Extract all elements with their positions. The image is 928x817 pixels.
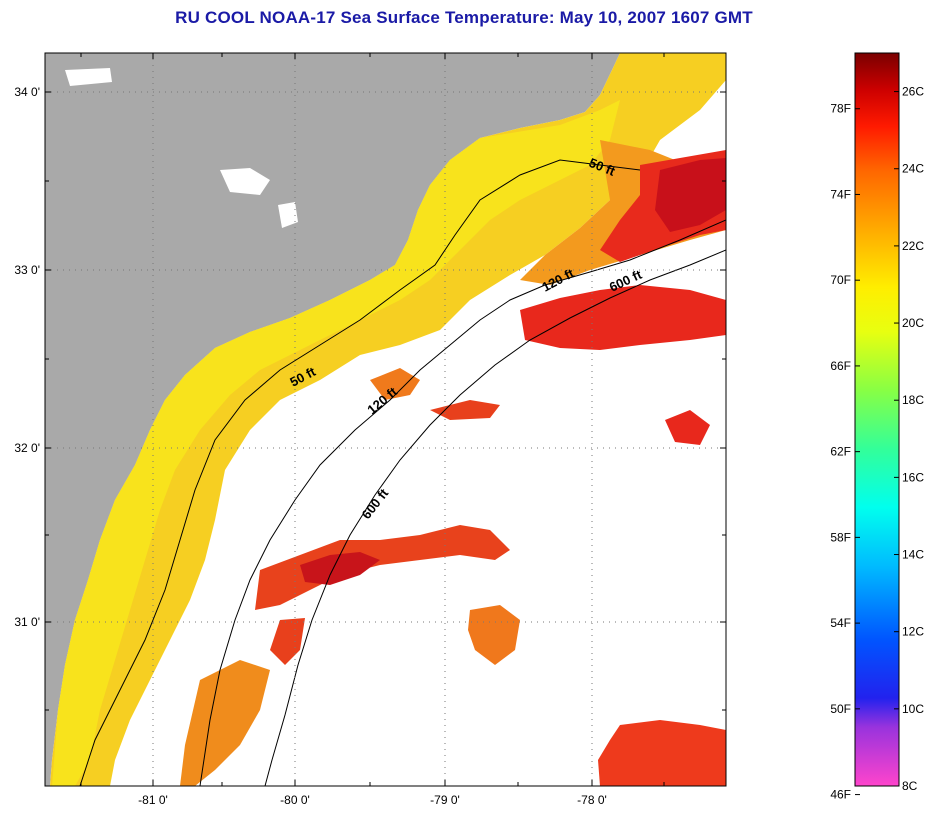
lon-label-80: -80 0' [280,793,310,807]
frame-ticks [45,53,726,786]
colorbar-label-fahrenheit: 66F [830,359,851,373]
offshore-patch-2 [300,552,380,585]
colorbar-label-celsius: 14C [902,548,924,562]
southwest-warm-patch [180,660,270,786]
lon-label-81: -81 0' [138,793,168,807]
offshore-patch-5 [370,368,420,400]
colorbar-label-fahrenheit: 58F [830,530,851,544]
coastal-warm-band [50,53,726,786]
lat-label-32: 32 0' [14,441,40,455]
colorbar-label-celsius: 12C [902,625,924,639]
gulf-stream-east-patch [520,285,726,350]
grid-lines [45,53,726,786]
lat-label-31: 31 0' [14,615,40,629]
cloud-patch-inland-3 [65,68,112,86]
isobath-50ft [79,159,641,786]
offshore-patch-7 [665,410,710,445]
isobath-120ft [199,219,726,786]
colorbar-label-fahrenheit: 46F [830,788,851,802]
nearshore-light-band [52,100,620,786]
colorbar-gradient [854,52,900,787]
gulf-stream-core-north [655,158,726,232]
colorbar-label-fahrenheit: 70F [830,273,851,287]
map-title: RU COOL NOAA-17 Sea Surface Temperature:… [175,8,753,27]
lat-label-33: 33 0' [14,263,40,277]
colorbar-label-fahrenheit: 78F [830,102,851,116]
colorbar-label-fahrenheit: 50F [830,702,851,716]
colorbar-label-celsius: 20C [902,316,924,330]
colorbar-label-fahrenheit: 62F [830,445,851,459]
offshore-patch-1 [255,525,510,610]
colorbar-label-celsius: 26C [902,85,924,99]
lon-label-78: -78 0' [577,793,607,807]
colorbar-label-celsius: 16C [902,470,924,484]
colorbar-ticks [855,91,899,796]
colorbar-label-fahrenheit: 54F [830,616,851,630]
colorbar-label-celsius: 24C [902,162,924,176]
offshore-patch-3 [468,605,520,665]
colorbar: 78F 74F 70F 66F 62F 58F 54F 50F 46F 26C 24C 22C 20C… [830,52,924,802]
colorbar-label-fahrenheit: 74F [830,187,851,201]
offshore-patch-4 [270,618,305,665]
colorbar-label-celsius: 18C [902,393,924,407]
cloud-patch-inland-2 [278,202,298,228]
southeast-warm-patch [598,720,726,786]
cloud-patch-inland-1 [220,168,270,195]
land-mass [45,53,620,786]
lat-label-34: 34 0' [14,85,40,99]
offshore-patch-6 [430,400,500,420]
colorbar-label-celsius: 10C [902,702,924,716]
isobath-600ft [264,249,726,786]
map-frame [44,52,727,787]
colorbar-label-celsius: 8C [902,779,918,793]
lon-label-79: -79 0' [430,793,460,807]
colorbar-label-celsius: 22C [902,239,924,253]
